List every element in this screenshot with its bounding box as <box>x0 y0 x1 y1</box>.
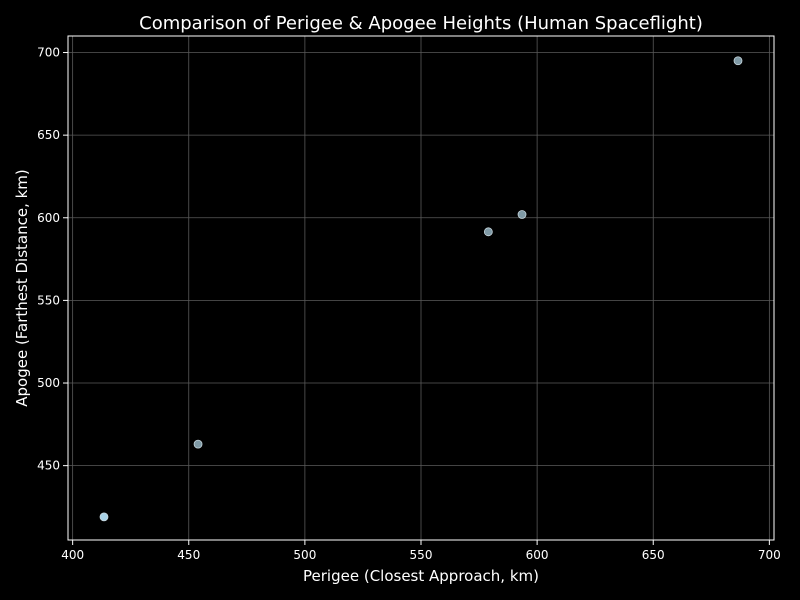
x-tick-label: 550 <box>410 548 433 562</box>
data-point <box>733 56 743 66</box>
y-axis-label: Apogee (Farthest Distance, km) <box>13 169 31 407</box>
x-axis-label: Perigee (Closest Approach, km) <box>303 567 539 585</box>
y-tick-label: 550 <box>37 293 60 307</box>
data-point <box>193 439 203 449</box>
data-point <box>517 210 527 219</box>
axis-ticks: 400 450 500 550 600 650 700 450 500 550 600 650 700 <box>37 46 781 562</box>
chart-title: Comparison of Perigee & Apogee Heights (… <box>139 13 703 34</box>
data-points <box>99 56 743 522</box>
data-point <box>99 512 109 522</box>
grid-lines <box>68 36 774 540</box>
x-tick-label: 700 <box>758 548 781 562</box>
x-tick-label: 450 <box>177 548 200 562</box>
x-tick-label: 650 <box>642 548 665 562</box>
data-point <box>483 227 493 237</box>
y-tick-label: 650 <box>37 128 60 142</box>
x-tick-label: 600 <box>526 548 549 562</box>
x-tick-label: 500 <box>293 548 316 562</box>
y-tick-label: 500 <box>37 376 60 390</box>
y-tick-label: 450 <box>37 459 60 473</box>
y-tick-label: 600 <box>37 211 60 225</box>
x-tick-label: 400 <box>61 548 84 562</box>
y-tick-label: 700 <box>37 46 60 60</box>
